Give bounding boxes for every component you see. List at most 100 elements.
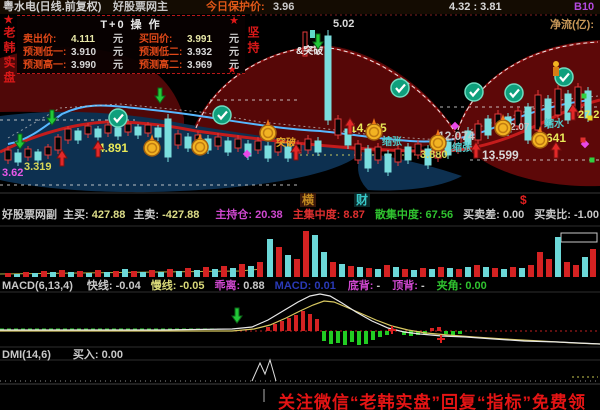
retail-concentration: 散集中度: 67.56 [374,209,454,221]
gold-coin-icon [365,118,383,141]
corner-badge: B10 [574,1,595,13]
star-icon: ★ [3,14,14,26]
sparkle-icon [580,137,586,143]
buy-sell-ratio: 买卖比: -1.00 [534,209,600,221]
svg-text:12.074: 12.074 [438,129,475,143]
fast-line: 快线: -0.04 [86,280,141,292]
bottom-divergence: 底背: - [347,280,381,292]
t0-operation-panel: T+0 操 作 ★ ★ 卖出价: 4.111 元 买回价: 3.991 元 预测低一:… [17,15,245,76]
main-sell: 主卖: -427.88 [133,209,200,221]
macd-indicator-values: 快线: -0.04 慢线: -0.05 乖离: 0.88 MACD: 0.01 底背: … [73,280,487,292]
slow-line: 慢线: -0.05 [150,280,205,292]
up-arrow-icon [550,141,562,159]
ratio-values: 4.32 : 3.81 [449,1,502,13]
watermark-char: 横 [300,193,317,207]
buy-signal: 买入: 0.00 [72,349,124,361]
left-vertical-banner: ★ 老韩实盘 [1,14,16,89]
star-icon: ★ [227,64,237,76]
cross-marker-icon [388,326,396,334]
right-banner-text: 坚持 [246,26,260,56]
volume-legend-box [560,232,598,243]
star-icon: ★ [229,15,239,27]
footer-divider [263,389,265,402]
t0-row-prices: 卖出价: 4.111 元 买回价: 3.991 元 [23,30,243,45]
dollar-watermark: $ [520,193,527,207]
trader-figure-icon [553,61,559,76]
t0-row-forecast-low: 预测低一: 3.910 元 预测低二: 3.932 元 [23,43,243,58]
up-arrow-icon [567,103,579,121]
left-banner-text: 老韩实盘 [2,26,16,86]
footer-bar: 关注微信“老韩实盘”回复“指标”免费领 [0,385,600,410]
macd-value: MACD: 0.01 [274,280,336,292]
sub-indicator-values: 主买: 427.88 主卖: -427.88 主持仓: 20.38 主集中度: 8.8… [57,209,600,221]
svg-text:缩张: 缩张 [452,141,473,154]
dmi-indicator-name: DMI(14,6) [2,349,51,361]
up-arrow-icon [470,141,482,159]
forecast-high-1: 预测高一: 3.990 元 [23,60,123,71]
macd-dea-line [0,300,600,345]
top-divergence: 顶背: - [392,280,425,292]
stock-source: 好股票网主 [113,1,168,13]
main-concentration: 主集中度: 8.87 [292,209,365,221]
down-arrow-icon [14,133,26,150]
t0-row-forecast-high: 预测高一: 3.990 元 预测高二: 3.969 元 [23,56,243,71]
candlestick-series [4,30,592,176]
svg-text:突破: 突破 [276,136,296,149]
check-circle-icon [212,105,232,125]
dmi-indicator-row: DMI(14,6) 买入: 0.00 [0,348,600,362]
title-bar: 粤水电(日线.前复权) 好股票网主 今日保护价: 3.96 4.32 : 3.8… [0,0,600,14]
gold-coin-icon [143,134,161,157]
up-arrow-icon [344,117,356,135]
protect-price-label: 今日保护价: [206,1,265,13]
cross-marker-icon [437,335,445,343]
check-circle-icon [554,67,574,87]
svg-text:3.880: 3.880 [420,149,448,161]
gold-coin-icon [531,126,549,149]
svg-text:27.2: 27.2 [578,109,599,121]
sparkle-icon [589,157,595,163]
angle: 夹角: 0.00 [436,280,487,292]
sub-indicator-name: 好股票网副 [2,209,57,221]
down-arrow-icon [231,307,243,324]
up-arrow-icon [92,140,104,158]
macd-dif-line [0,293,600,345]
protect-price-value: 3.96 [273,1,295,13]
up-arrow-icon [290,143,302,161]
main-position: 主持仓: 20.38 [215,209,283,221]
svg-text:2.07: 2.07 [510,122,530,133]
sparkle-icon [581,93,587,99]
deviation: 乖离: 0.88 [214,280,265,292]
dmi-line [251,358,277,382]
forecast-low-1: 预测低一: 3.910 元 [23,47,123,58]
sparkle-icon [587,115,593,121]
watermark-char: 财 [354,193,371,207]
right-vertical-banner: 坚持 [245,26,260,59]
buy-sell-diff: 买卖差: 0.00 [463,209,525,221]
gold-coin-icon [429,129,447,152]
svg-text:缩张: 缩张 [382,135,403,148]
main-buy: 主买: 427.88 [63,209,126,221]
gold-coin-icon [494,114,512,137]
diamond-marker-icon [450,121,460,131]
gold-coin-icon [259,119,277,142]
svg-text:缩水: 缩水 [544,117,565,130]
check-circle-icon [390,78,410,98]
up-arrow-icon [56,149,68,167]
wechat-ad-text: 关注微信“老韩实盘”回复“指标”免费领 [278,393,586,410]
check-circle-icon [464,82,484,102]
sell-price: 卖出价: 4.111 元 [23,34,123,45]
t0-panel-title: T+0 操 作 [100,19,162,31]
forecast-low-2: 预测低二: 3.932 元 [139,47,239,58]
macd-histogram [266,311,462,345]
dmi-indicator-values: 买入: 0.00 [51,349,123,361]
svg-text:3.319: 3.319 [24,161,52,173]
down-arrow-icon [154,87,166,104]
svg-text:5.02: 5.02 [333,18,354,30]
svg-text:13.599: 13.599 [482,148,519,162]
down-arrow-icon [46,109,58,126]
check-circle-icon [108,108,128,128]
svg-text:3.62: 3.62 [2,167,23,179]
price-spike-markers [302,30,315,57]
